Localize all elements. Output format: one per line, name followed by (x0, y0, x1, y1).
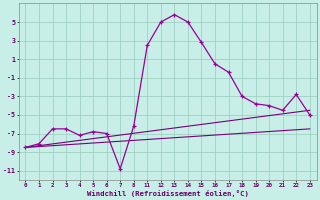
X-axis label: Windchill (Refroidissement éolien,°C): Windchill (Refroidissement éolien,°C) (87, 190, 249, 197)
